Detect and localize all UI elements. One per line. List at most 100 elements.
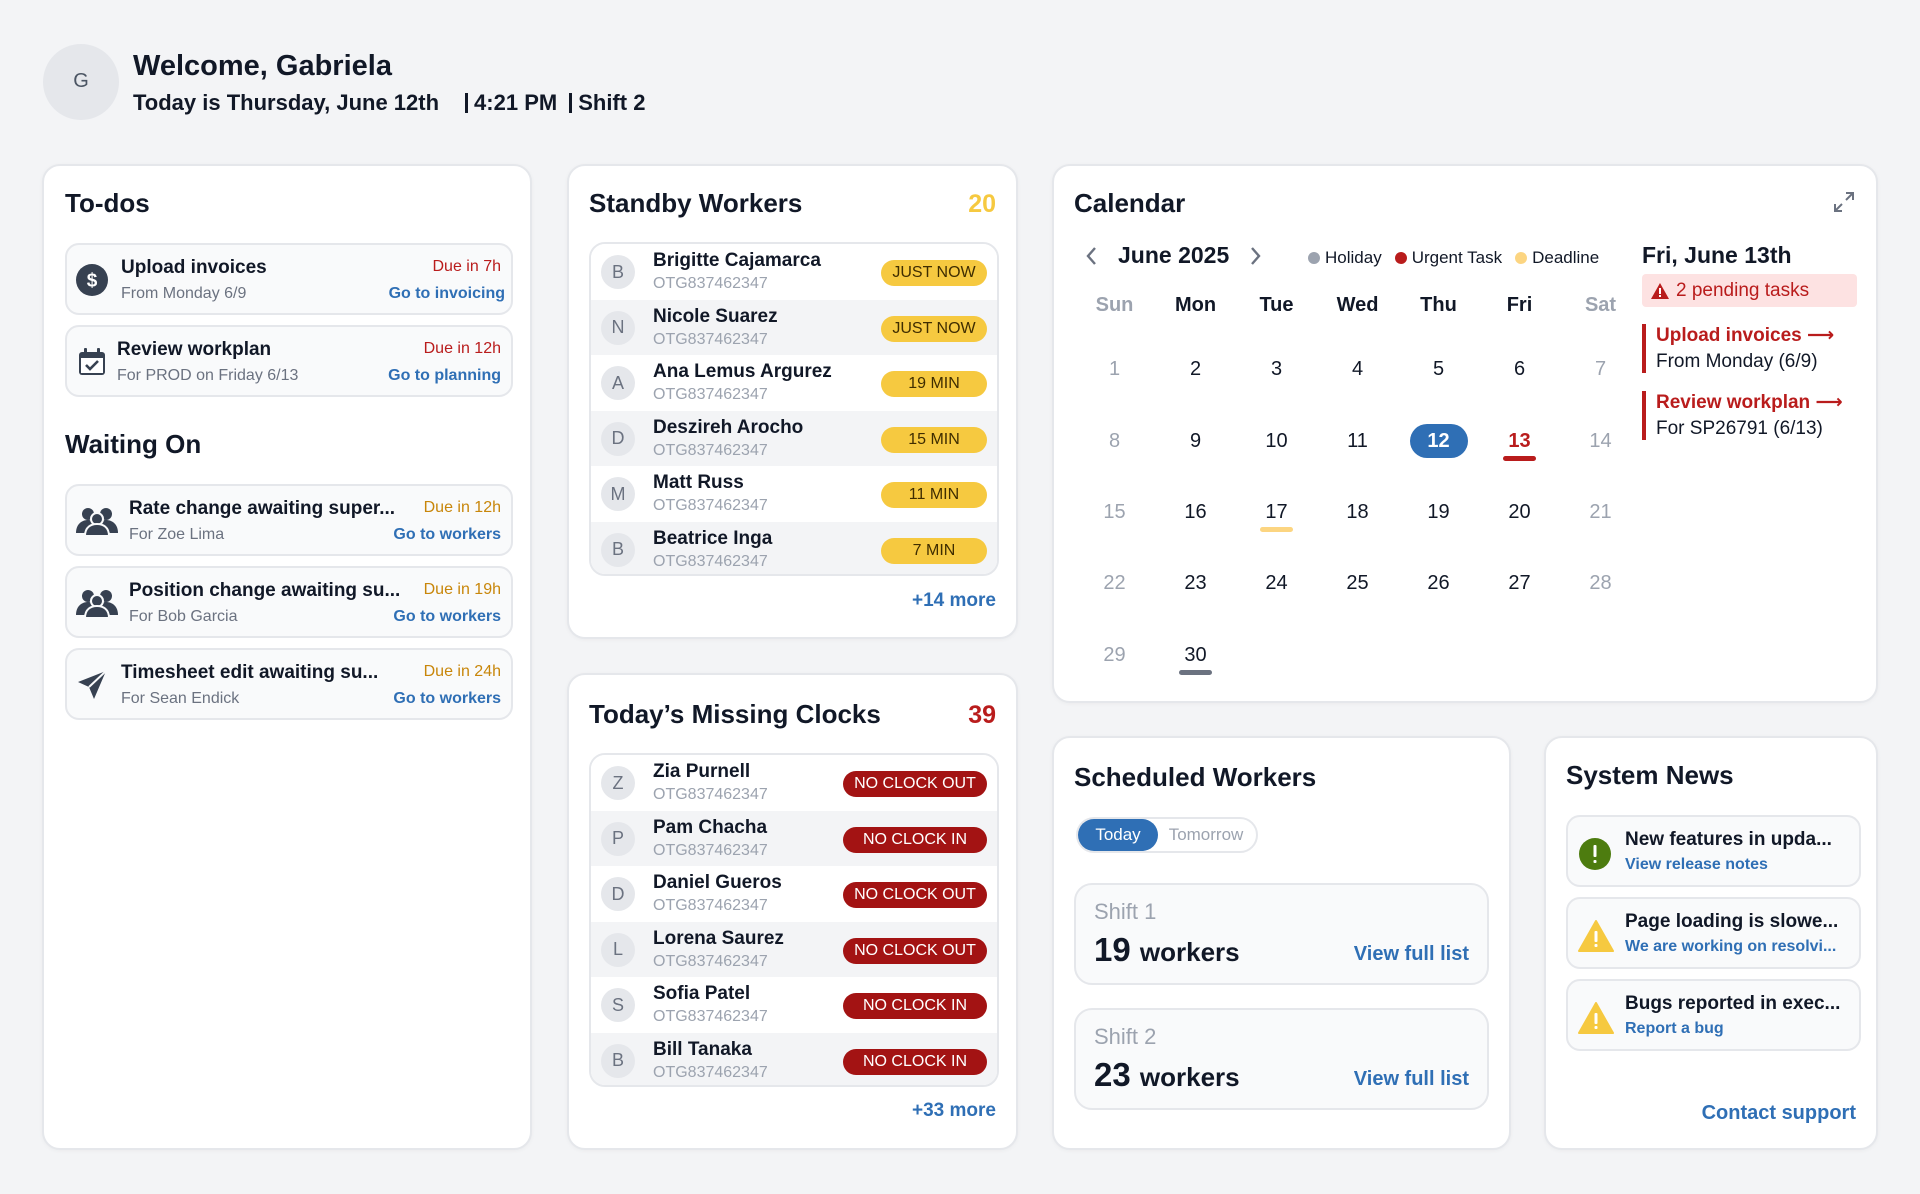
calendar-day[interactable]: 25 [1317, 563, 1398, 603]
go-to-workers-link[interactable]: Go to workers [393, 690, 501, 707]
calendar-day[interactable]: 5 [1398, 349, 1479, 389]
day-number: 6 [1513, 358, 1526, 380]
calendar-day[interactable]: 4 [1317, 349, 1398, 389]
calendar-day[interactable]: 17 [1236, 492, 1317, 532]
news-item[interactable]: Bugs reported in exec... Report a bug [1566, 979, 1861, 1051]
worker-name: Matt Russ [653, 472, 744, 493]
waiting-item[interactable]: Rate change awaiting super... For Zoe Li… [65, 484, 513, 556]
more-missing-link[interactable]: +33 more [912, 1100, 996, 1121]
calendar-day[interactable]: 14 [1560, 421, 1641, 461]
contact-support-link[interactable]: Contact support [1701, 1102, 1856, 1124]
news-status-link[interactable]: We are working on resolvi... [1625, 938, 1837, 955]
day-number: 13 [1508, 430, 1531, 452]
waiting-item[interactable]: Position change awaiting su... For Bob G… [65, 566, 513, 638]
status-badge: NO CLOCK OUT [843, 937, 987, 964]
view-full-list-link[interactable]: View full list [1353, 1068, 1469, 1090]
status-badge: NO CLOCK IN [843, 826, 987, 853]
worker-row[interactable]: B Brigitte Cajamarca OTG837462347 JUST N… [591, 244, 997, 300]
todo-title: Review workplan [117, 339, 272, 360]
view-release-notes-link[interactable]: View release notes [1625, 856, 1768, 873]
task-title: Review workplan ⟶ [1656, 391, 1843, 414]
legend-dot [1308, 252, 1320, 264]
calendar-day[interactable]: 16 [1155, 492, 1236, 532]
calendar-day[interactable]: 27 [1479, 563, 1560, 603]
calendar-task[interactable]: Review workplan ⟶ For SP26791 (6/13) [1642, 391, 1843, 440]
calendar-day[interactable]: 10 [1236, 421, 1317, 461]
news-item[interactable]: New features in upda... View release not… [1566, 815, 1861, 887]
worker-row[interactable]: D Deszireh Arocho OTG837462347 15 MIN [591, 410, 997, 466]
calendar-day[interactable]: 3 [1236, 349, 1317, 389]
calendar-day[interactable]: 13 [1479, 421, 1560, 461]
calendar-day[interactable]: 21 [1560, 492, 1641, 532]
avatar[interactable]: G [43, 43, 119, 120]
worker-id: OTG837462347 [653, 786, 768, 803]
calendar-day[interactable]: 8 [1074, 421, 1155, 461]
report-bug-link[interactable]: Report a bug [1625, 1020, 1724, 1037]
worker-row[interactable]: B Beatrice Inga OTG837462347 7 MIN [591, 521, 997, 574]
month-label: June 2025 [1118, 242, 1230, 268]
worker-row[interactable]: D Daniel Gueros OTG837462347 NO CLOCK OU… [591, 866, 997, 922]
tab-today[interactable]: Today [1078, 819, 1158, 851]
go-to-planning-link[interactable]: Go to planning [388, 367, 501, 384]
worker-row[interactable]: A Ana Lemus Argurez OTG837462347 19 MIN [591, 355, 997, 411]
waiting-item[interactable]: Timesheet edit awaiting su... For Sean E… [65, 648, 513, 720]
chevron-left-icon[interactable] [1078, 243, 1104, 269]
worker-name: Daniel Gueros [653, 872, 782, 893]
go-to-workers-link[interactable]: Go to workers [393, 526, 501, 543]
calendar-day[interactable]: 9 [1155, 421, 1236, 461]
calendar-day[interactable]: 12 [1398, 421, 1479, 461]
worker-row[interactable]: S Sofia Patel OTG837462347 NO CLOCK IN [591, 977, 997, 1033]
system-news-title: System News [1566, 760, 1734, 790]
avatar: L [601, 932, 635, 967]
day-number: 24 [1265, 572, 1288, 594]
todo-item[interactable]: $ Upload invoices From Monday 6/9 Due in… [65, 243, 513, 315]
worker-row[interactable]: L Lorena Saurez OTG837462347 NO CLOCK OU… [591, 921, 997, 977]
calendar-day[interactable]: 22 [1074, 563, 1155, 603]
worker-row[interactable]: M Matt Russ OTG837462347 11 MIN [591, 466, 997, 522]
todo-item[interactable]: Review workplan For PROD on Friday 6/13 … [65, 325, 513, 397]
more-standby-link[interactable]: +14 more [912, 590, 996, 611]
view-full-list-link[interactable]: View full list [1353, 943, 1469, 965]
calendar-day[interactable]: 18 [1317, 492, 1398, 532]
calendar-day[interactable]: 15 [1074, 492, 1155, 532]
calendar-day[interactable]: 29 [1074, 635, 1155, 675]
waiting-subtitle: For Sean Endick [121, 690, 240, 707]
calendar-day[interactable]: 19 [1398, 492, 1479, 532]
worker-name: Beatrice Inga [653, 527, 773, 549]
calendar-day[interactable]: 23 [1155, 563, 1236, 603]
chevron-right-icon[interactable] [1243, 243, 1269, 269]
tab-tomorrow[interactable]: Tomorrow [1168, 825, 1244, 844]
go-to-invoicing-link[interactable]: Go to invoicing [388, 285, 505, 302]
worker-id: OTG837462347 [653, 441, 768, 459]
go-to-workers-link[interactable]: Go to workers [393, 608, 501, 625]
news-item[interactable]: Page loading is slowe... We are working … [1566, 897, 1861, 969]
calendar-day[interactable]: 24 [1236, 563, 1317, 603]
calendar-day[interactable]: 11 [1317, 421, 1398, 461]
weekday-header: Tue [1259, 294, 1294, 316]
calendar-day[interactable]: 26 [1398, 563, 1479, 603]
worker-name: Bill Tanaka [653, 1038, 752, 1060]
worker-id: OTG837462347 [653, 497, 768, 514]
worker-row[interactable]: P Pam Chacha OTG837462347 NO CLOCK IN [591, 810, 997, 866]
avatar: D [601, 421, 635, 456]
task-title: Upload invoices ⟶ [1656, 324, 1834, 347]
worker-row[interactable]: B Bill Tanaka OTG837462347 NO CLOCK IN [591, 1032, 997, 1085]
header-text: Welcome, Gabriela Today is Thursday, Jun… [133, 48, 645, 116]
divider [569, 92, 573, 113]
calendar-day[interactable]: 6 [1479, 349, 1560, 389]
legend-label: Deadline [1532, 248, 1600, 267]
current-shift: Shift 2 [578, 89, 646, 115]
legend-urgent-task: Urgent Task [1394, 248, 1502, 268]
calendar-day[interactable]: 1 [1074, 349, 1155, 389]
calendar-day[interactable]: 20 [1479, 492, 1560, 532]
calendar-day[interactable]: 30 [1155, 635, 1236, 675]
calendar-task[interactable]: Upload invoices ⟶ From Monday (6/9) [1642, 324, 1834, 373]
worker-row[interactable]: N Nicole Suarez OTG837462347 JUST NOW [591, 299, 997, 355]
calendar-day[interactable]: 7 [1560, 349, 1641, 389]
worker-name: Pam Chacha [653, 816, 768, 838]
calendar-day[interactable]: 28 [1560, 563, 1641, 603]
expand-icon[interactable] [1832, 190, 1856, 214]
todos-card: To-dos $ Upload invoices From Monday 6/9… [42, 164, 532, 1150]
calendar-day[interactable]: 2 [1155, 349, 1236, 389]
worker-row[interactable]: Z Zia Purnell OTG837462347 NO CLOCK OUT [591, 755, 997, 811]
